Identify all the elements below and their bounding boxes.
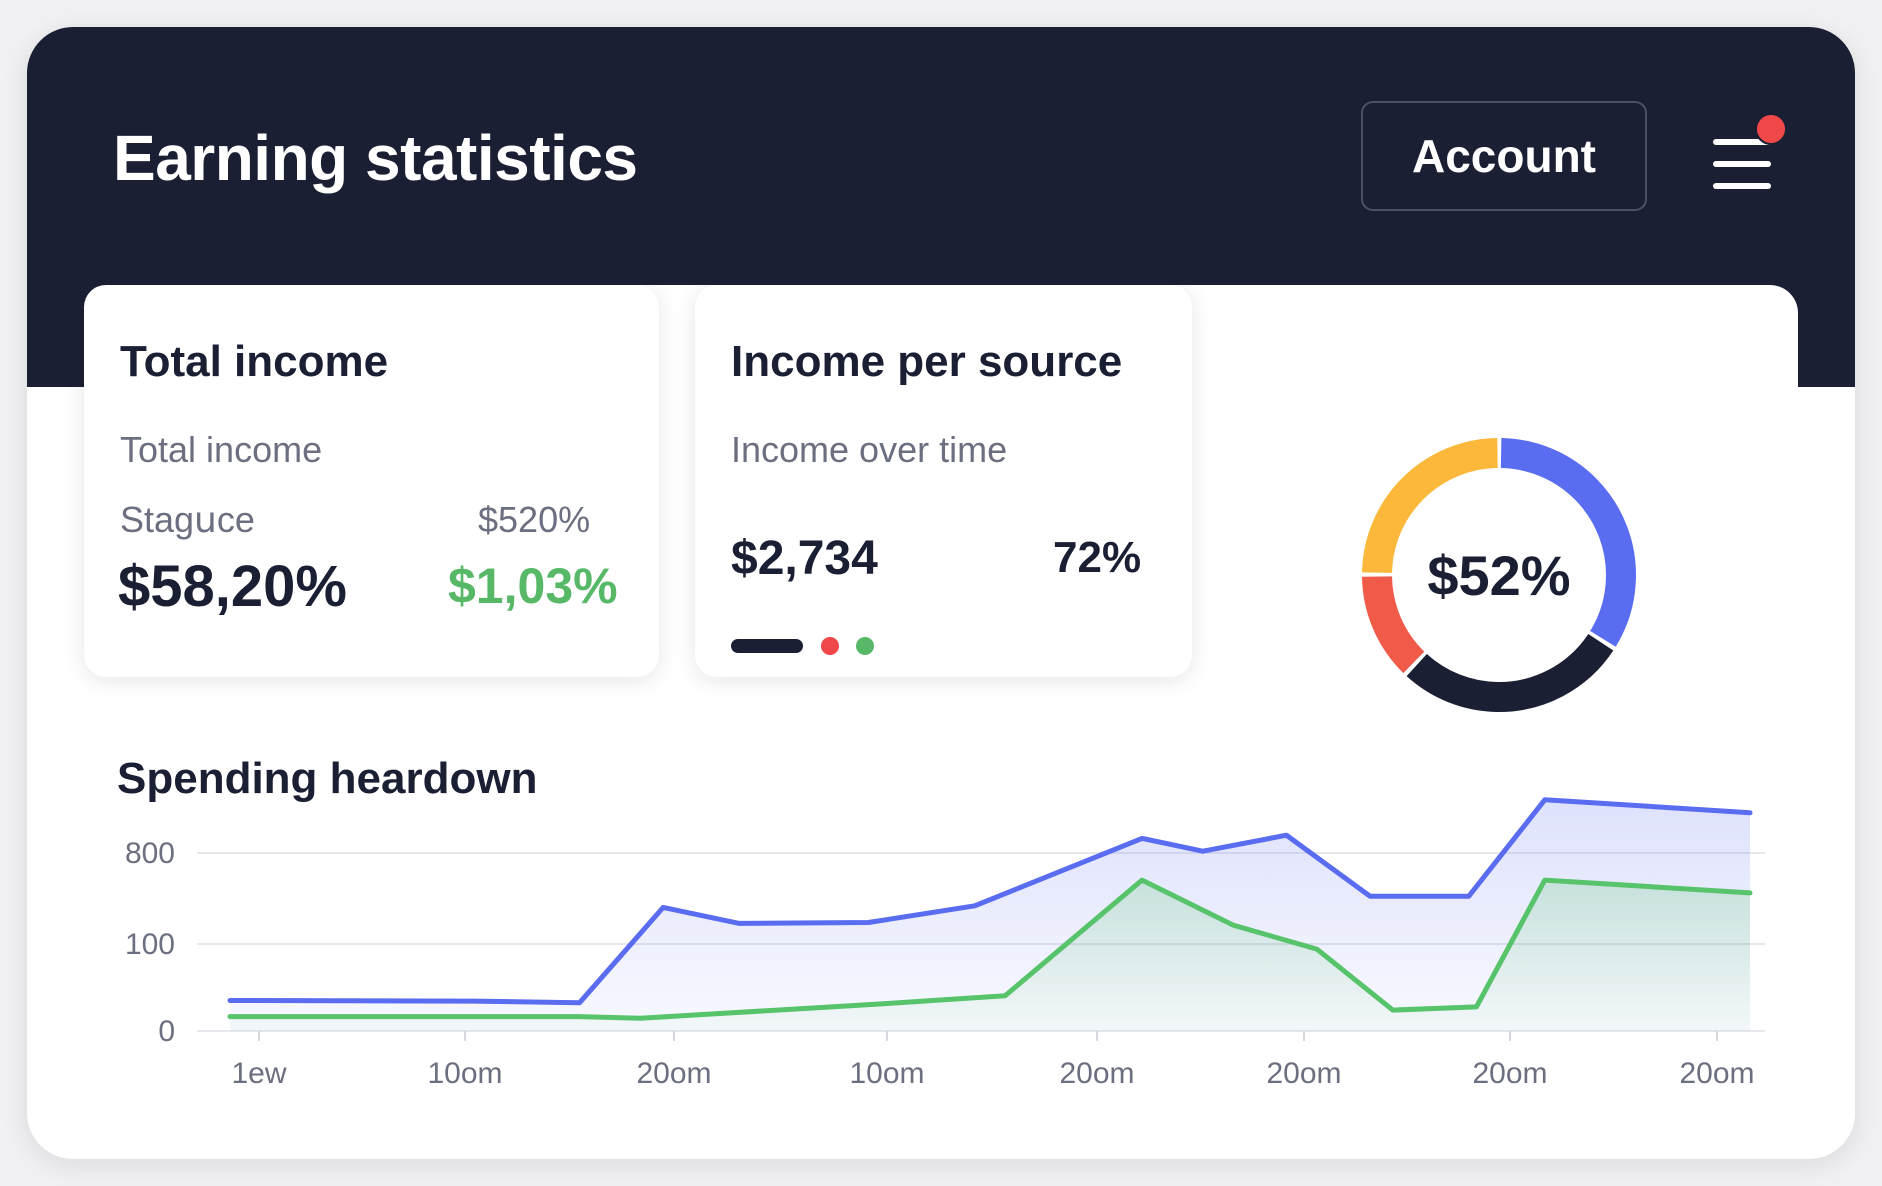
income-source-value: $2,734 — [731, 532, 878, 585]
chart-title: Spending heardown — [117, 754, 538, 803]
spending-area-chart: 0 100 800 1ew 10om 20om 10om 20om 20om 20om 20om — [125, 797, 1765, 1090]
hamburger-menu-icon[interactable] — [1707, 113, 1787, 207]
menu-bar-bottom — [1713, 183, 1771, 189]
donut-chart: $52% — [1349, 425, 1649, 725]
indicator-dot-green — [856, 637, 874, 655]
indicator-dot-red — [821, 637, 839, 655]
income-source-percent: 72% — [1053, 533, 1142, 582]
donut-center-value: $52% — [1427, 543, 1571, 607]
stats-panel: Total income Total income Stagսce $520% … — [84, 285, 1798, 705]
x-tick-label: 20om — [636, 1057, 711, 1090]
income-over-time-subtitle: Income over time — [731, 429, 1008, 470]
x-tick-label: 10om — [427, 1057, 502, 1090]
total-income-value: $58,20% — [118, 554, 347, 619]
x-tick-label: 1ew — [231, 1057, 286, 1090]
y-tick-label: 100 — [125, 928, 175, 961]
donut-segment-1 — [1362, 438, 1636, 712]
x-tick-label: 20om — [1266, 1057, 1341, 1090]
series-line-1 — [227, 877, 1753, 1021]
total-income-title: Total income — [120, 337, 389, 386]
total-income-card: Total income Total income Stagսce $520% … — [84, 285, 659, 677]
total-income-label-left: Stagսce — [120, 499, 255, 540]
page-title: Earning statistics — [113, 122, 638, 194]
x-tick-label: 20om — [1059, 1057, 1134, 1090]
donut-svg — [1362, 438, 1636, 712]
x-tick-label: 20om — [1679, 1057, 1754, 1090]
indicator-bar — [731, 639, 803, 653]
series-line-0 — [227, 797, 1753, 1006]
account-button[interactable]: Account — [1361, 101, 1647, 211]
x-tick-label: 20om — [1472, 1057, 1547, 1090]
total-income-subtitle: Total income — [120, 429, 323, 470]
total-income-change: $1,03% — [448, 558, 618, 614]
menu-bar-middle — [1713, 161, 1771, 167]
y-tick-label: 0 — [158, 1015, 175, 1048]
x-tick-label: 10om — [849, 1057, 924, 1090]
income-per-source-card: Income per source Income over time $2,73… — [695, 285, 1192, 677]
total-income-label-right: $520% — [478, 499, 591, 540]
notification-dot — [1755, 113, 1787, 145]
income-per-source-title: Income per source — [731, 337, 1123, 386]
series-area-0 — [230, 799, 1750, 1031]
app-window: Earning statistics Account Total income … — [27, 27, 1855, 1159]
y-tick-label: 800 — [125, 837, 175, 870]
menu-bar-top — [1713, 139, 1771, 145]
